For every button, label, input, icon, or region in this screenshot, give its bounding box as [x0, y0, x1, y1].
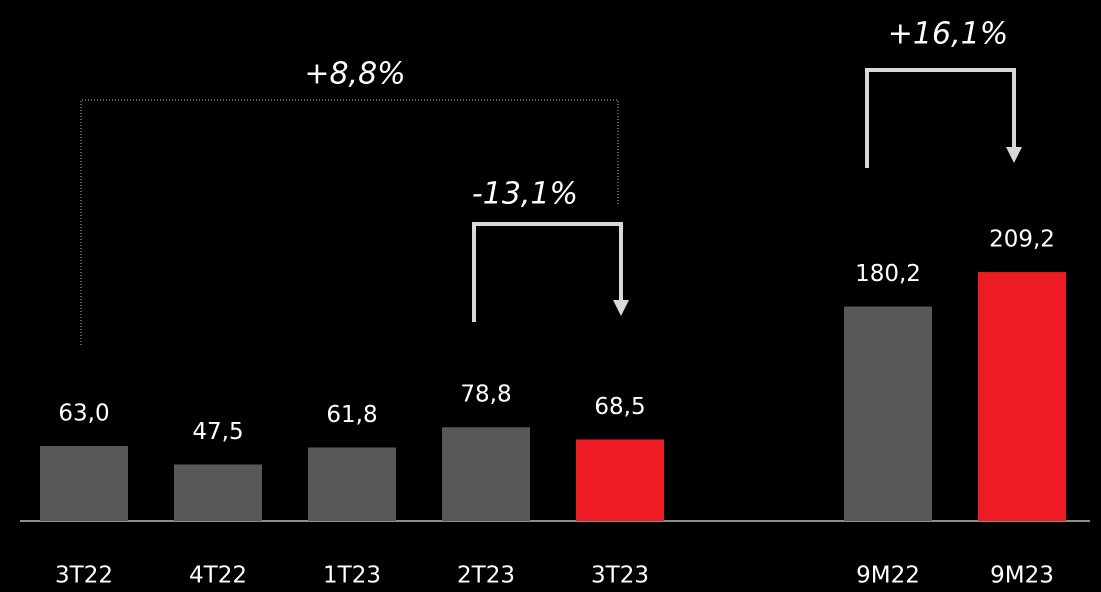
value-label: 47,5: [192, 419, 243, 445]
annotation: +16,1%: [888, 17, 1008, 52]
value-label: 78,8: [460, 382, 511, 408]
bar: [442, 427, 530, 521]
value-label: 63,0: [58, 401, 109, 427]
bar: [174, 464, 262, 521]
value-label: 209,2: [989, 227, 1055, 253]
bracket-arrow: [865, 68, 1022, 168]
x-tick-label: 3T23: [591, 563, 649, 589]
x-tick-label: 3T22: [55, 563, 113, 589]
bar: [978, 272, 1066, 521]
bracket-dotted: [80, 99, 619, 345]
x-tick-label: 1T23: [323, 563, 381, 589]
x-tick-label: 9M23: [990, 563, 1054, 589]
bar: [576, 439, 664, 521]
value-label: 180,2: [855, 261, 921, 287]
x-tick-label: 2T23: [457, 563, 515, 589]
x-tick-label: 4T22: [189, 563, 247, 589]
bar: [308, 447, 396, 521]
value-label: 68,5: [594, 394, 645, 420]
bar: [40, 446, 128, 521]
annotation: -13,1%: [472, 177, 578, 212]
bar: [844, 306, 932, 521]
bracket-arrow: [472, 222, 629, 322]
annotation: +8,8%: [304, 57, 405, 92]
x-tick-label: 9M22: [856, 563, 920, 589]
value-label: 61,8: [326, 402, 377, 428]
